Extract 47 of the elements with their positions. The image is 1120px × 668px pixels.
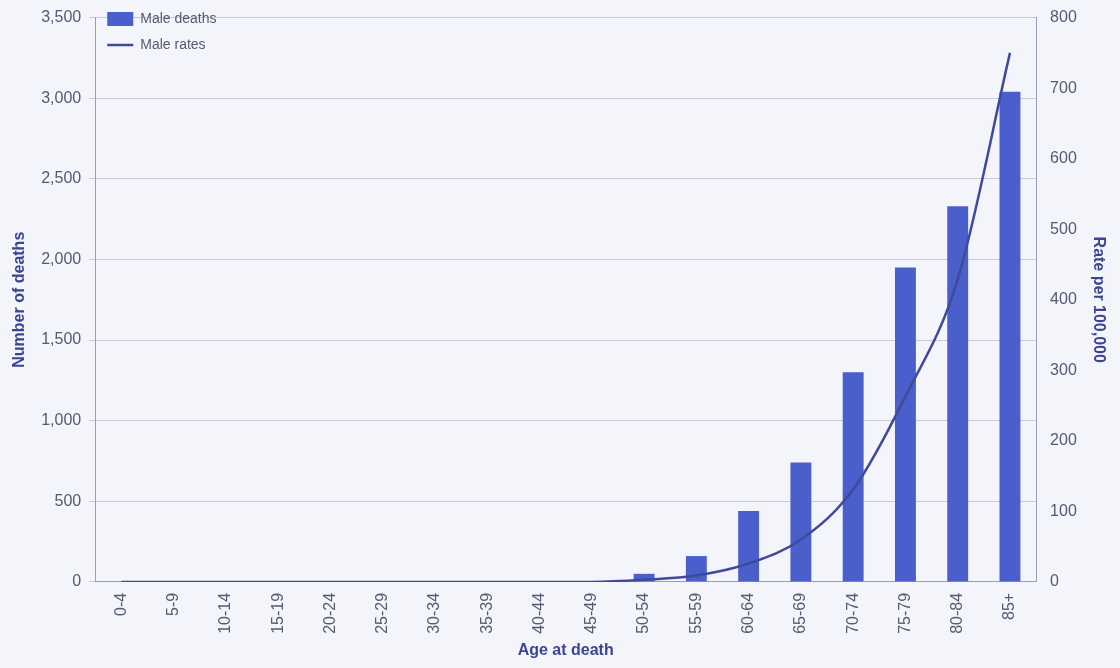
y2-tick-label: 200 — [1050, 431, 1077, 449]
y2-tick-label: 800 — [1050, 8, 1077, 26]
y-tick-label: 500 — [54, 491, 82, 509]
x-tick-label: 70-74 — [843, 592, 861, 634]
y-tick-label: 2,500 — [41, 169, 82, 187]
legend-label: Male deaths — [140, 9, 217, 26]
x-tick-label: 55-59 — [686, 592, 704, 634]
y2-tick-label: 700 — [1050, 78, 1077, 96]
x-tick-label: 45-49 — [582, 592, 600, 634]
x-tick-label: 20-24 — [320, 592, 338, 634]
y-tick-label: 3,000 — [41, 88, 82, 106]
y2-axis-title: Rate per 100,000 — [1090, 236, 1108, 363]
x-tick-label: 5-9 — [164, 592, 182, 616]
x-tick-label: 35-39 — [477, 592, 495, 634]
y2-tick-label: 400 — [1050, 290, 1077, 308]
y-tick-label: 3,500 — [41, 8, 82, 26]
x-tick-label: 75-79 — [895, 592, 913, 634]
y-tick-label: 2,000 — [41, 249, 82, 267]
x-tick-label: 0-4 — [111, 592, 129, 616]
x-tick-label: 40-44 — [529, 592, 547, 634]
x-tick-label: 25-29 — [373, 592, 391, 634]
y-tick-label: 1,000 — [41, 411, 82, 429]
y2-tick-label: 500 — [1050, 219, 1077, 237]
bar — [999, 91, 1021, 582]
bar — [947, 206, 969, 582]
x-tick-label: 50-54 — [634, 592, 652, 634]
x-tick-label: 15-19 — [268, 592, 286, 634]
bar — [894, 267, 916, 582]
x-tick-label: 85+ — [1000, 592, 1018, 621]
x-tick-label: 65-69 — [791, 592, 809, 634]
bar — [842, 372, 864, 582]
y2-tick-label: 0 — [1050, 572, 1060, 590]
y-tick-label: 0 — [72, 572, 82, 590]
bar — [738, 510, 760, 582]
line-series — [120, 51, 1012, 582]
y2-tick-label: 600 — [1050, 149, 1077, 167]
y2-tick-label: 300 — [1050, 360, 1077, 378]
x-axis-title: Age at death — [517, 640, 614, 658]
y2-tick-label: 100 — [1050, 501, 1077, 519]
x-tick-label: 80-84 — [948, 592, 966, 634]
y-axis-title: Number of deaths — [10, 231, 28, 368]
bar — [790, 462, 812, 582]
legend-label: Male rates — [140, 35, 206, 52]
y-tick-label: 1,500 — [41, 330, 82, 348]
x-tick-label: 30-34 — [425, 592, 443, 634]
x-tick-label: 60-64 — [739, 592, 757, 634]
x-tick-label: 10-14 — [216, 592, 234, 634]
